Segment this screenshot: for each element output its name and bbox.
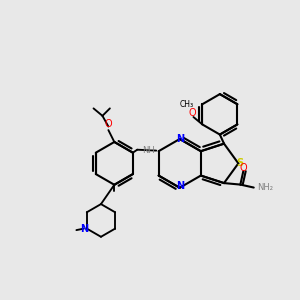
Text: S: S xyxy=(236,158,243,168)
Text: NH: NH xyxy=(142,146,155,155)
Text: O: O xyxy=(105,118,112,129)
Text: N: N xyxy=(176,134,184,144)
Text: O: O xyxy=(188,108,196,118)
Text: NH₂: NH₂ xyxy=(257,183,273,192)
Text: N: N xyxy=(80,224,88,234)
Text: O: O xyxy=(239,163,247,172)
Text: CH₃: CH₃ xyxy=(179,100,194,109)
Text: N: N xyxy=(176,181,184,191)
